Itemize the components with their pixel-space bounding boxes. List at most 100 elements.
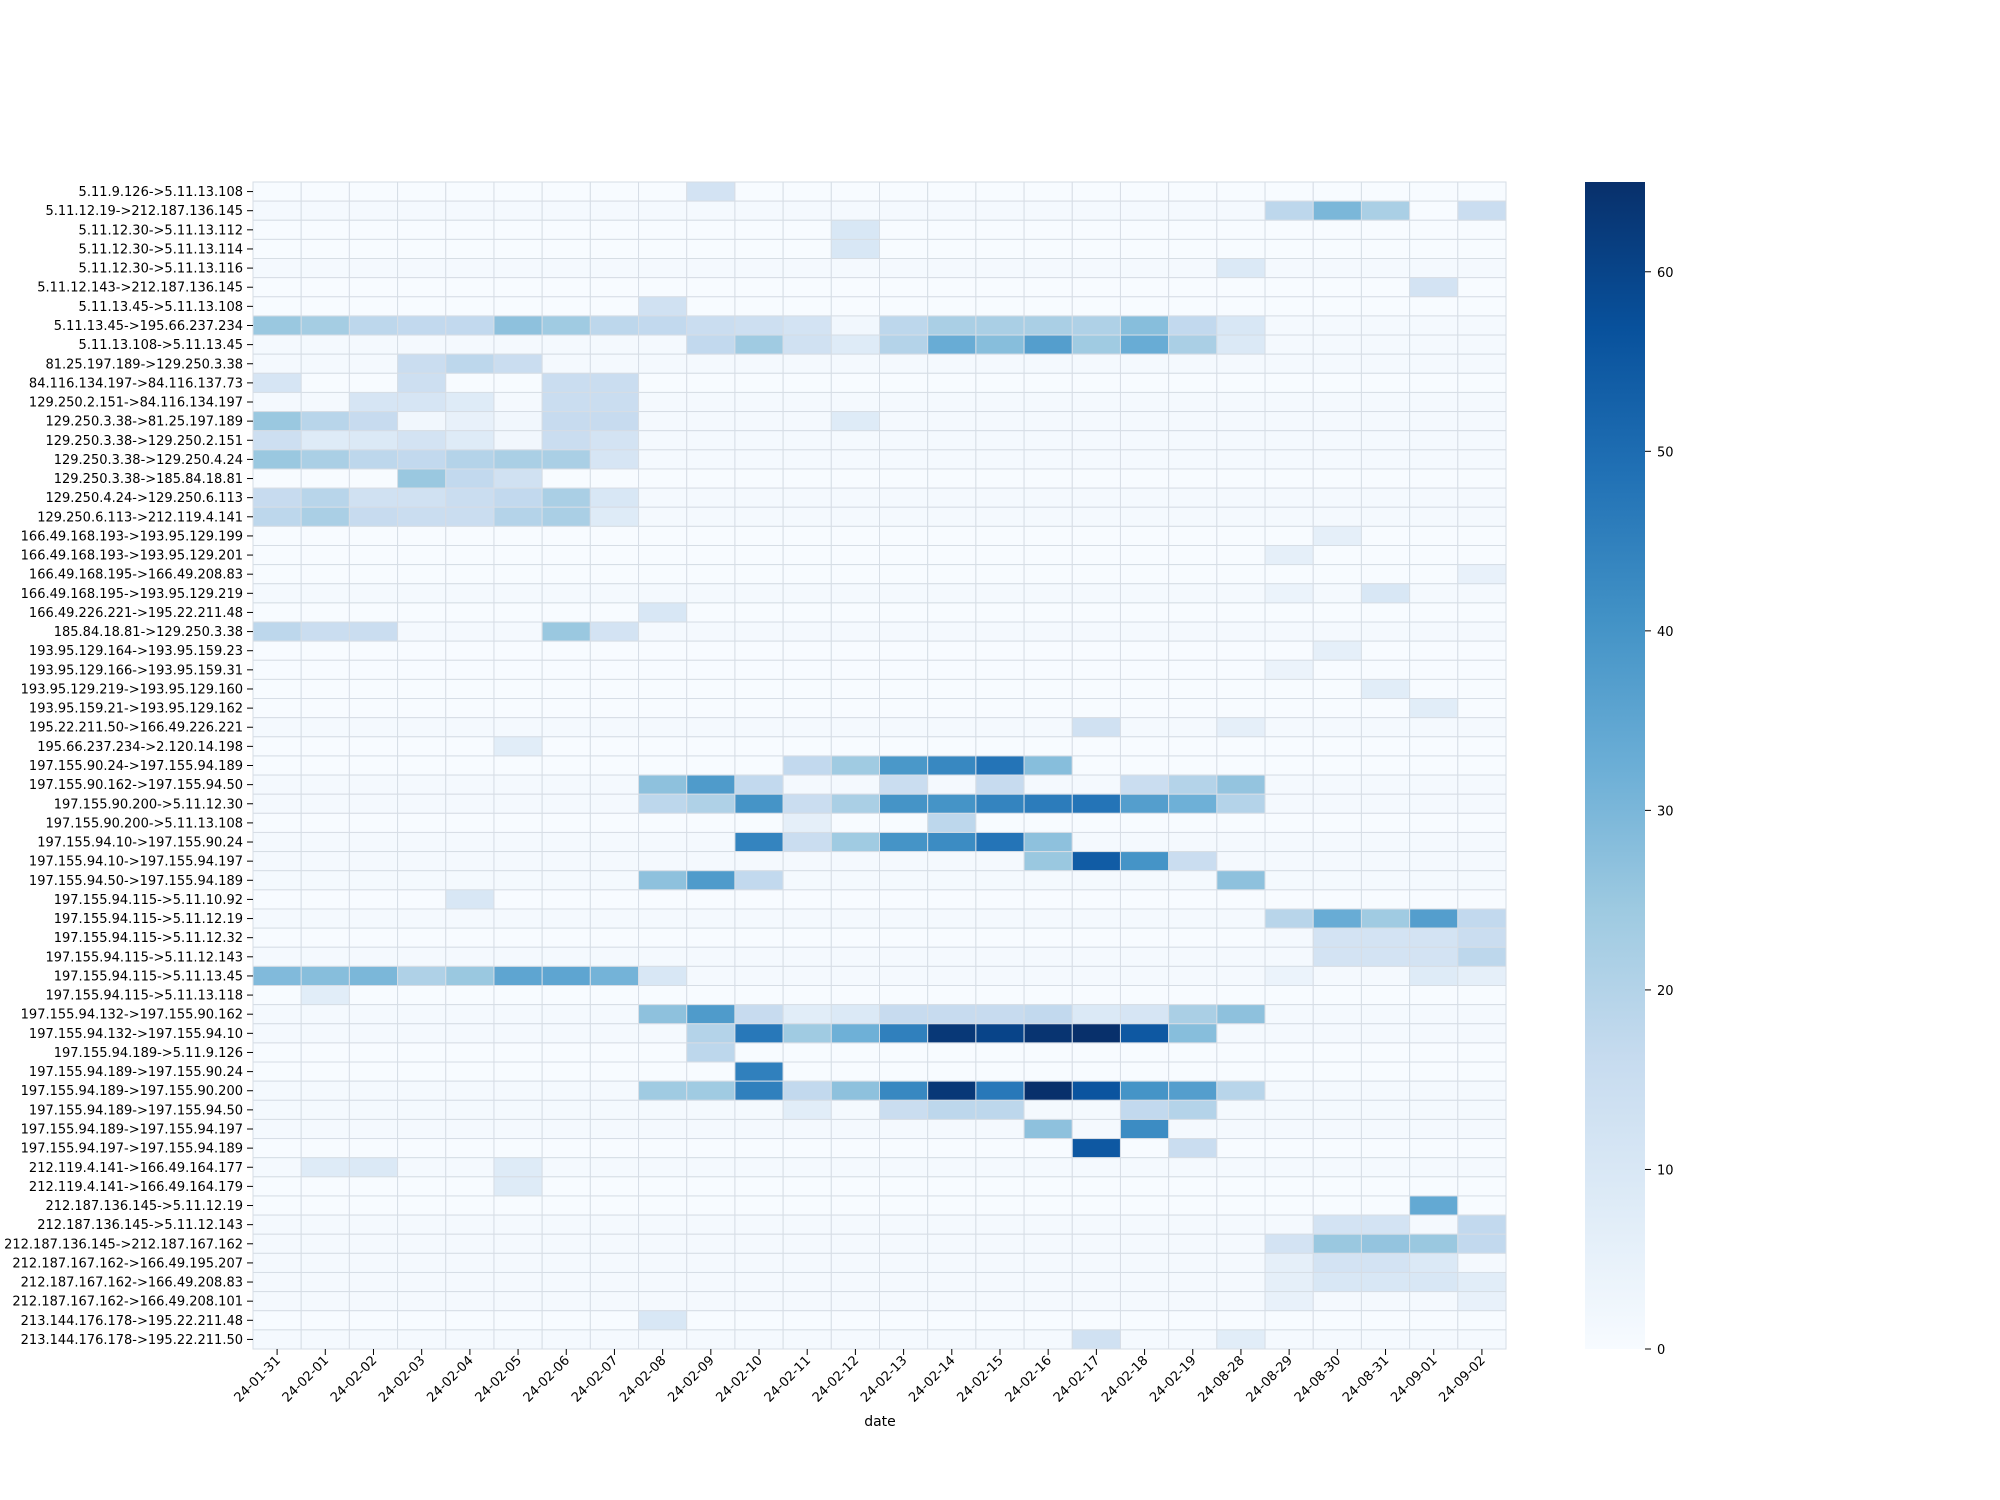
heatmap-cell — [1409, 1291, 1459, 1312]
heatmap-cell — [638, 200, 688, 221]
heatmap-cell — [1360, 372, 1411, 393]
heatmap-cell — [1264, 621, 1314, 642]
heatmap-cell — [1457, 985, 1507, 1006]
heatmap-cell — [300, 372, 350, 393]
heatmap-cell — [589, 755, 640, 776]
heatmap-cell — [734, 602, 784, 623]
heatmap-cell — [879, 1042, 929, 1063]
heatmap-cell — [1023, 1157, 1073, 1178]
heatmap-cell — [734, 640, 784, 661]
heatmap-cell — [541, 1252, 591, 1273]
heatmap-cell — [1264, 698, 1314, 719]
heatmap-cell — [1071, 258, 1121, 279]
heatmap-cell — [541, 315, 591, 336]
heatmap-cell — [1457, 1291, 1507, 1312]
heatmap-cell — [1023, 430, 1073, 451]
heatmap-cell — [927, 793, 977, 814]
heatmap-cell — [1457, 1080, 1507, 1101]
heatmap-cell — [638, 678, 688, 700]
heatmap-cell — [348, 889, 399, 910]
heatmap-cell — [879, 564, 929, 585]
heatmap-cell — [1409, 277, 1459, 298]
heatmap-cell — [445, 430, 495, 451]
heatmap-cell — [782, 200, 832, 221]
heatmap-cell — [734, 544, 784, 566]
heatmap-cell — [734, 1195, 784, 1216]
heatmap-cell — [541, 238, 591, 260]
heatmap-cell — [1023, 831, 1073, 853]
heatmap-cell — [830, 1023, 880, 1044]
heatmap-cell — [1023, 487, 1073, 508]
heatmap-cell — [734, 736, 784, 757]
heatmap-cell — [589, 1138, 640, 1159]
heatmap-cell — [493, 1080, 543, 1101]
heatmap-cell — [1360, 640, 1411, 661]
heatmap-cell — [1409, 736, 1459, 757]
heatmap-cell — [493, 1329, 543, 1350]
heatmap-cell — [300, 1214, 350, 1235]
y-tick-label: 212.187.167.162->166.49.195.207 — [12, 1256, 243, 1271]
heatmap-cell — [782, 277, 832, 298]
heatmap-cell — [1216, 1080, 1266, 1101]
heatmap-cell — [782, 851, 832, 872]
heatmap-cell — [1071, 927, 1121, 948]
heatmap-cell — [252, 755, 302, 776]
heatmap-cell — [638, 1214, 688, 1235]
y-tick-label: 129.250.4.24->129.250.6.113 — [45, 491, 243, 506]
heatmap-cell — [541, 755, 591, 776]
heatmap-cell — [493, 219, 543, 240]
y-tick-label: 197.155.94.115->5.11.13.118 — [45, 989, 243, 1004]
heatmap-cell — [1119, 1023, 1170, 1044]
x-tick-label: 24-02-17 — [1051, 1353, 1103, 1405]
heatmap-cell — [638, 583, 688, 604]
heatmap-cell — [1360, 870, 1411, 891]
heatmap-cell — [927, 946, 977, 967]
heatmap-cell — [1457, 315, 1507, 336]
heatmap-cell — [300, 659, 350, 680]
heatmap-cell — [1312, 181, 1362, 202]
heatmap-cell — [1457, 411, 1507, 432]
heatmap-cell — [541, 372, 591, 393]
x-tick-label: 24-02-19 — [1147, 1353, 1199, 1405]
heatmap-cell — [252, 1195, 302, 1216]
heatmap-cell — [927, 1291, 977, 1312]
heatmap-cell — [445, 831, 495, 853]
heatmap-cell — [830, 1004, 880, 1025]
heatmap-cell — [1023, 1233, 1073, 1254]
heatmap-cell — [975, 1329, 1025, 1350]
heatmap-cell — [975, 774, 1025, 795]
heatmap-cell — [1457, 391, 1507, 413]
heatmap-cell — [734, 1061, 784, 1082]
heatmap-cell — [782, 1252, 832, 1273]
heatmap-cell — [348, 698, 399, 719]
heatmap-cell — [1312, 449, 1362, 470]
heatmap-cell — [830, 296, 880, 317]
y-tick-label: 5.11.9.126->5.11.13.108 — [79, 185, 243, 200]
heatmap-cell — [445, 1195, 495, 1216]
heatmap-cell — [1312, 985, 1362, 1006]
heatmap-cell — [638, 621, 688, 642]
y-tick-label: 197.155.94.132->197.155.90.162 — [21, 1008, 243, 1023]
heatmap-cell — [686, 1157, 736, 1178]
heatmap-cell — [686, 583, 736, 604]
heatmap-cell — [927, 1329, 977, 1350]
heatmap-cell — [252, 812, 302, 833]
heatmap-cell — [975, 1233, 1025, 1254]
heatmap-cell — [1023, 583, 1073, 604]
heatmap-cell — [686, 985, 736, 1006]
heatmap-cell — [397, 391, 447, 413]
heatmap-cell — [589, 506, 640, 527]
heatmap-cell — [686, 334, 736, 355]
heatmap-cell — [348, 1291, 399, 1312]
heatmap-cell — [1216, 717, 1266, 738]
heatmap-cell — [541, 1195, 591, 1216]
y-tick-label: 166.49.226.221->195.22.211.48 — [29, 606, 243, 621]
heatmap-cell — [397, 1176, 447, 1197]
heatmap-cell — [1457, 449, 1507, 470]
heatmap-cell — [1023, 965, 1073, 987]
heatmap-cell — [1119, 583, 1170, 604]
heatmap-cell — [1023, 812, 1073, 833]
heatmap-cell — [638, 1042, 688, 1063]
heatmap-cell — [686, 258, 736, 279]
heatmap-cell — [348, 1195, 399, 1216]
